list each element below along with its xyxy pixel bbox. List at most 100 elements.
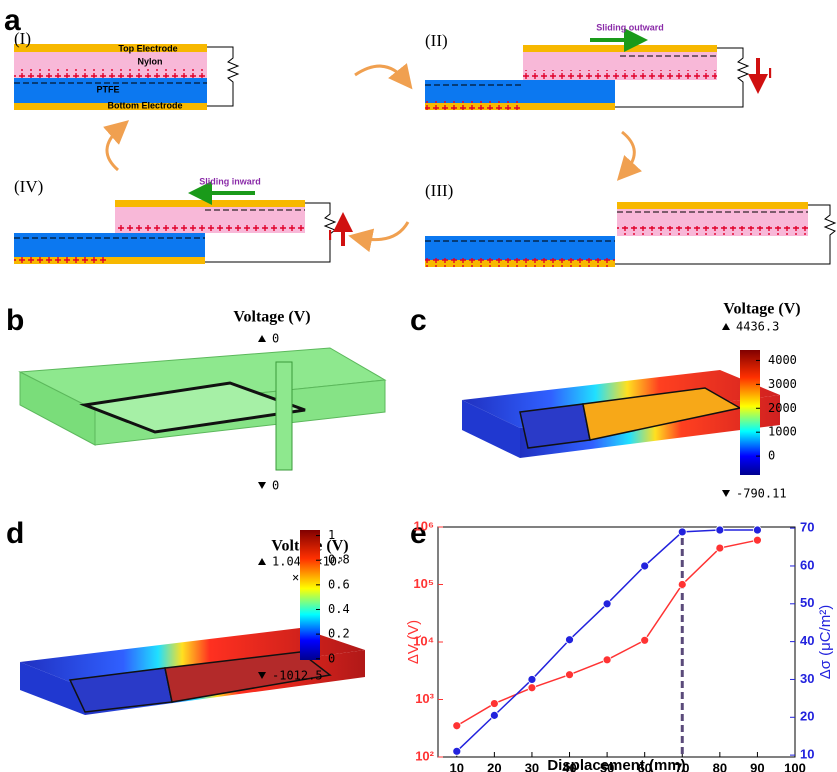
colorbar-tick-label: 2000 [768,401,797,415]
data-point [490,711,498,719]
cycle-arrow [355,66,405,80]
y-tick-label: 10³ [415,691,434,706]
charges [115,223,305,232]
data-point [453,722,461,730]
series-line [457,540,758,726]
plot-frame [438,527,795,757]
current-label: I [328,227,332,244]
data-point [753,536,761,544]
motion-label: Sliding inward [199,176,261,186]
layer-label: Bottom Electrode [107,100,182,110]
geometry-c: Voltage (V) 4436.3 -790.11 [462,301,801,501]
electrode [523,45,717,52]
ptfe-layer [425,80,615,103]
max-label: 4436.3 [736,320,779,334]
stage-1: (I) Top Electrode Nylon PTFE Bottom Elec… [14,29,238,110]
panel-label: b [6,304,24,337]
colorbar-tick-label: 0 [768,449,775,463]
series-line [457,530,758,751]
data-point [603,656,611,664]
data-point [716,526,724,534]
stage-2: (II) Sliding outward I [425,22,772,110]
cycle-arrow [107,128,120,170]
max-label: 0 [272,332,279,346]
y2-tick-label: 30 [800,671,814,686]
cycle-arrow [622,132,634,172]
legend-title: Voltage (V) [233,309,310,326]
data-point [641,636,649,644]
x-tick-label: 20 [487,760,501,772]
stage-label: (I) [14,29,31,48]
y2-tick-label: 10 [800,747,814,762]
max-marker [258,335,266,342]
layer-label: Top Electrode [118,43,177,53]
geometry-d: Voltage (V) 1.0453×10⁵ ×10⁵ -1012.5 [20,530,365,715]
colorbar-tick-label: 0.6 [328,577,350,591]
data-point [603,600,611,608]
data-point [528,675,536,683]
charges [14,69,207,78]
y-tick-label: 10⁵ [413,576,434,591]
electrode [14,44,207,52]
data-point [716,544,724,552]
circuit [207,47,238,106]
x-tick-label: 100 [784,760,806,772]
colorbar-tick-label: 0.2 [328,627,350,641]
data-point [678,581,686,589]
stage-label: (III) [425,181,453,200]
colorbar-tick-label: 4000 [768,353,797,367]
data-point [528,684,536,692]
layer-label: PTFE [96,84,119,94]
geometry-b: Voltage (V) 0 0 [20,309,385,493]
data-point [453,747,461,755]
min-label: -1012.5 [272,669,323,683]
stage-label: (IV) [14,177,43,196]
y2-axis-title: Δσ (μC/m²) [817,605,834,680]
charges [425,101,520,110]
y-tick-label: 10⁶ [414,518,434,533]
min-marker [722,490,730,497]
y2-tick-label: 70 [800,520,814,535]
plate [520,404,590,448]
max-marker [722,323,730,330]
y2-tick-label: 60 [800,557,814,572]
ptfe-layer [14,233,205,257]
data-point [641,562,649,570]
charges [523,70,717,79]
panel-label: c [410,304,427,337]
charges [617,226,808,235]
y-tick-label: 10² [415,748,434,763]
max-marker [258,558,266,565]
x-tick-label: 80 [713,760,727,772]
colorbar-tick-label: 3000 [768,377,797,391]
x-tick-label: 10 [450,760,464,772]
probe [276,362,292,470]
data-point [566,671,574,679]
y2-tick-label: 40 [800,633,814,648]
colorbar-tick-label: 0 [328,651,335,665]
x-tick-label: 30 [525,760,539,772]
y2-tick-label: 20 [800,709,814,724]
layer-label: Nylon [137,56,162,66]
charges [425,258,615,267]
stage-3: (III) [425,181,835,267]
colorbar [300,530,320,660]
motion-label: Sliding outward [596,22,664,32]
min-label: -790.11 [736,487,787,501]
data-point [566,636,574,644]
electrode [617,202,808,209]
min-label: 0 [272,479,279,493]
colorbar-tick-label: 1 [328,528,335,542]
panel-label: d [6,517,24,550]
stage-4: (IV) Sliding inward I [14,176,343,264]
ptfe-layer [425,236,615,260]
x-axis-title: Displacement (mm) [547,757,685,772]
data-point [490,700,498,708]
figure: a (I) Top Electrode Nylon PTFE Bottom El… [0,0,837,772]
cycle-arrow [360,222,408,240]
colorbar-tick-label: 0.4 [328,602,350,616]
x-tick-label: 90 [750,760,764,772]
data-point [753,526,761,534]
y2-tick-label: 50 [800,595,814,610]
data-point [678,528,686,536]
